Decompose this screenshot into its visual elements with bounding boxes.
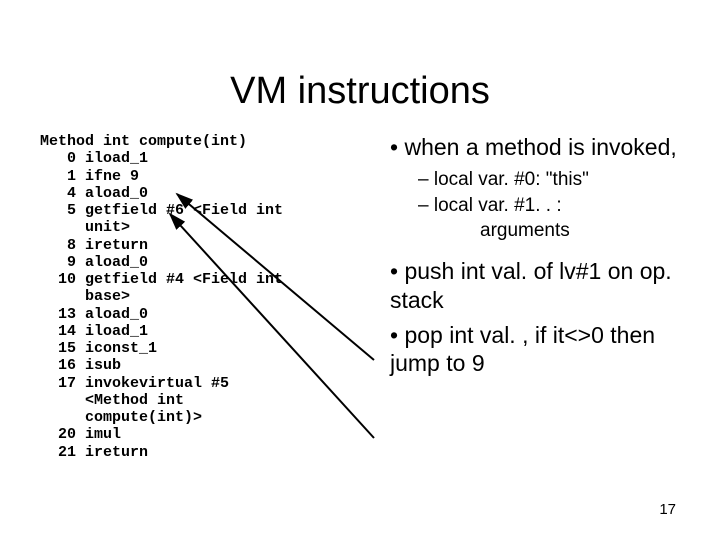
bullet-2: push int val. of lv#1 on op. stack (390, 257, 680, 315)
content-row: Method int compute(int) 0 iload_1 1 ifne… (0, 133, 720, 461)
slide-title: VM instructions (0, 0, 720, 133)
code-block: Method int compute(int) 0 iload_1 1 ifne… (40, 133, 380, 461)
sub-bullet-2b: arguments (390, 219, 680, 243)
bullet-3: pop int val. , if it<>0 then jump to 9 (390, 321, 680, 379)
sub-bullet-2: local var. #1. . : (390, 194, 680, 218)
sub-bullet-1: local var. #0: "this" (390, 168, 680, 192)
bullet-list: when a method is invoked, local var. #0:… (380, 133, 680, 461)
page-number: 17 (659, 501, 676, 518)
bullet-1: when a method is invoked, (390, 133, 680, 162)
